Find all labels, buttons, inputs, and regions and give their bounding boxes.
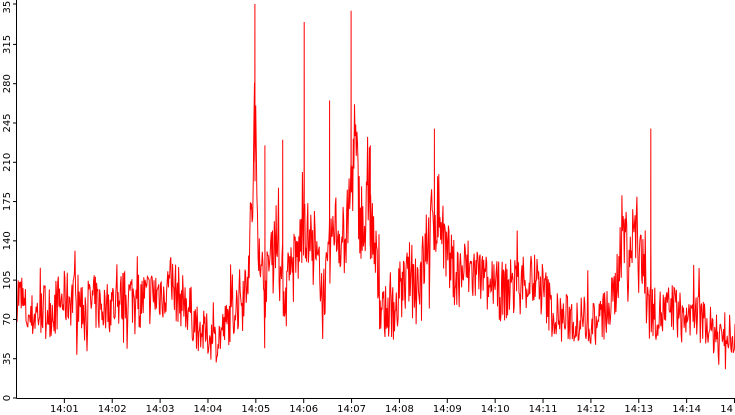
x-tick-label: 14:02 — [98, 404, 127, 415]
y-tick-label: 245 — [2, 113, 13, 132]
y-axis: 0 35 70 105 140 175 210 245 280 315 351 — [2, 0, 17, 401]
x-tick-label: 14:03 — [146, 404, 175, 415]
x-axis: 14:01 14:02 14:03 14:04 14:05 14:06 14:07 14:08… — [16, 398, 735, 415]
x-tick-label: 14:10 — [481, 404, 510, 415]
y-tick-label: 175 — [2, 192, 13, 211]
y-tick-label: 35 — [2, 352, 13, 365]
series-line — [16, 3, 735, 370]
x-tick-label: 14:08 — [385, 404, 414, 415]
x-tick-label: 14:11 — [529, 404, 558, 415]
y-tick-label: 210 — [2, 153, 13, 172]
x-tick-label: 14:14 — [672, 404, 701, 415]
y-tick-label: 140 — [2, 231, 13, 250]
y-tick-label: 105 — [2, 271, 13, 290]
x-tick-label: 14:05 — [241, 404, 270, 415]
x-tick-label: 14:13 — [624, 404, 653, 415]
x-tick-label: 14:04 — [194, 404, 223, 415]
x-tick-label: 14:06 — [289, 404, 318, 415]
x-tick-label: 14:07 — [337, 404, 366, 415]
x-tick-label: 14:01 — [50, 404, 79, 415]
y-tick-label: 0 — [2, 395, 13, 401]
y-tick-label: 280 — [2, 74, 13, 93]
plot-area — [16, 3, 735, 370]
x-tick-label: 14:09 — [433, 404, 462, 415]
y-tick-label: 70 — [2, 313, 13, 326]
y-tick-label: 351 — [2, 0, 13, 14]
x-tick-label: 14:12 — [576, 404, 605, 415]
x-tick-label: 14 — [720, 404, 733, 415]
y-tick-label: 315 — [2, 35, 13, 54]
